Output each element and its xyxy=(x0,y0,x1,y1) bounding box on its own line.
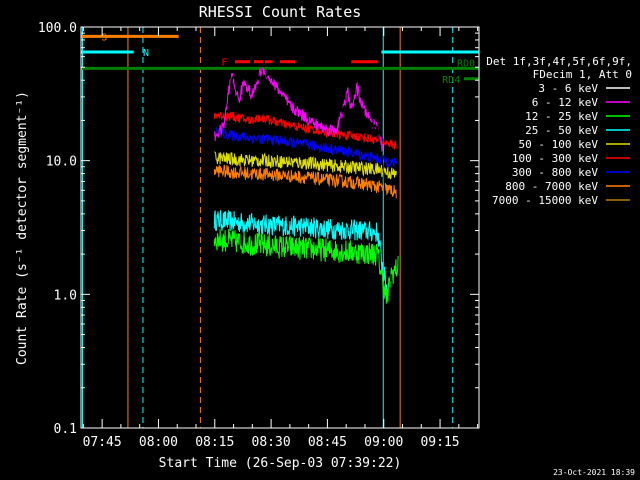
y-tick-label: 1.0 xyxy=(54,288,77,303)
legend-label: 25 - 50 keV xyxy=(525,124,598,137)
x-tick-label: 08:45 xyxy=(308,435,347,450)
y-axis-label: Count Rate (s⁻¹ detector segment⁻¹) xyxy=(15,91,30,365)
legend-title-line: FDecim 1, Att 0 xyxy=(533,68,632,81)
series-25-50kev xyxy=(213,209,388,292)
legend-label: 6 - 12 keV xyxy=(532,96,599,109)
plot-frame xyxy=(80,26,480,429)
series-12-25kev xyxy=(213,228,399,304)
annotation-label-rd4: RD4 xyxy=(442,75,460,86)
annotation-label-s: S xyxy=(101,32,107,43)
legend-label: 7000 - 15000 keV xyxy=(492,194,598,207)
series-3-6kev xyxy=(213,68,395,300)
chart-title: RHESSI Count Rates xyxy=(199,3,362,21)
legend-label: 12 - 25 keV xyxy=(525,110,598,123)
series-800-7000kev xyxy=(213,164,397,199)
series-6-12kev xyxy=(214,67,383,152)
annotation-label-f: F xyxy=(221,58,227,69)
y-tick-label: 100.0 xyxy=(38,21,77,36)
x-tick-label: 08:00 xyxy=(139,435,178,450)
legend-title-line: Det 1f,3f,4f,5f,6f,9f, xyxy=(486,55,632,68)
series-300-800kev xyxy=(213,126,397,168)
x-tick-label: 09:00 xyxy=(364,435,403,450)
footer-timestamp: 23-Oct-2021 18:39 xyxy=(553,468,635,477)
y-axis: 100.0 10.0 1.0 0.1 xyxy=(38,21,479,437)
x-tick-label: 09:15 xyxy=(420,435,459,450)
legend-label: 3 - 6 keV xyxy=(538,82,598,95)
x-axis-label: Start Time (26-Sep-03 07:39:22) xyxy=(159,456,402,471)
series-100-300kev xyxy=(213,111,397,150)
x-axis: 07:45 08:00 08:15 08:30 08:45 09:00 09:15 xyxy=(83,27,479,450)
annotation-label-n: N xyxy=(143,48,149,59)
plot-area: S N F RD0 RD4 xyxy=(81,27,479,428)
legend-label: 300 - 800 keV xyxy=(512,166,598,179)
y-tick-label: 0.1 xyxy=(54,422,77,437)
x-tick-label: 07:45 xyxy=(83,435,122,450)
annotation-label-rd0: RD0 xyxy=(457,58,475,69)
x-tick-label: 08:30 xyxy=(252,435,291,450)
legend-label: 100 - 300 keV xyxy=(512,152,598,165)
y-tick-label: 10.0 xyxy=(46,155,77,170)
legend-label: 50 - 100 keV xyxy=(519,138,599,151)
x-tick-label: 08:15 xyxy=(195,435,234,450)
series-50-100kev xyxy=(214,151,397,180)
legend-label: 800 - 7000 keV xyxy=(505,180,598,193)
legend: Det 1f,3f,4f,5f,6f,9f,FDecim 1, Att 03 -… xyxy=(486,55,632,207)
